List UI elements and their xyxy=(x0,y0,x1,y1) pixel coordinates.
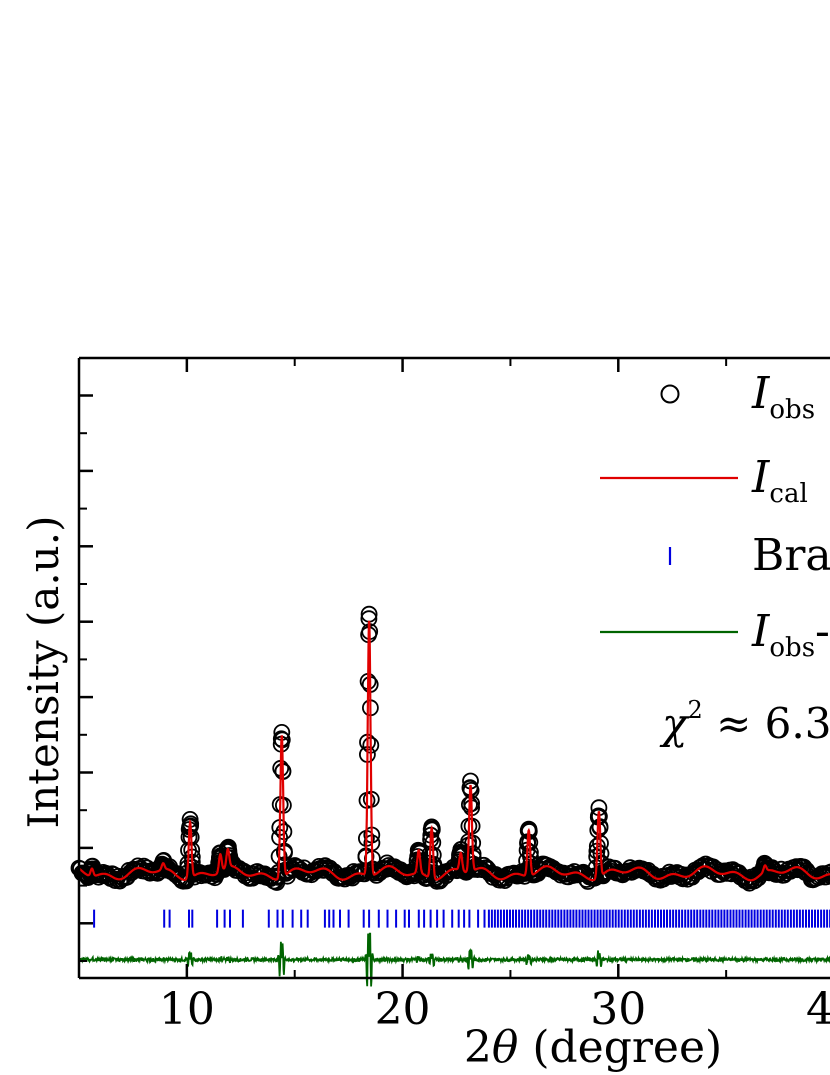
x-tick-label: 20 xyxy=(375,984,431,1035)
x-tick-label: 30 xyxy=(590,984,646,1035)
x-tick-label: 10 xyxy=(159,984,215,1035)
difference-line xyxy=(78,932,830,987)
y-axis-label: Intensity (a.u.) xyxy=(19,516,68,829)
bragg-ticks-layer xyxy=(93,909,830,928)
difference-curve-layer xyxy=(78,932,830,987)
legend: Iobs Ical Bra Iobs- xyxy=(600,368,830,663)
x-tick-label: 40 xyxy=(806,984,830,1035)
legend-label-cal: Ical xyxy=(751,452,808,509)
observed-point xyxy=(310,858,328,875)
legend-marker-obs xyxy=(660,384,680,404)
observed-points-layer xyxy=(70,605,830,892)
legend-label-diff: Iobs- xyxy=(751,606,830,663)
calculated-curve-layer xyxy=(78,620,830,882)
chi-squared-annotation: χ2 ≈ 6.3 xyxy=(659,696,830,748)
legend-label-bragg: Bra xyxy=(752,530,830,581)
calculated-line xyxy=(78,620,830,882)
axes-layer: 10 20 30 40 xyxy=(77,356,830,1035)
observed-point xyxy=(822,863,830,881)
observed-point xyxy=(427,869,445,887)
x-axis-label: 2θ (degree) xyxy=(464,1022,722,1073)
legend-label-obs: Iobs xyxy=(751,368,815,425)
